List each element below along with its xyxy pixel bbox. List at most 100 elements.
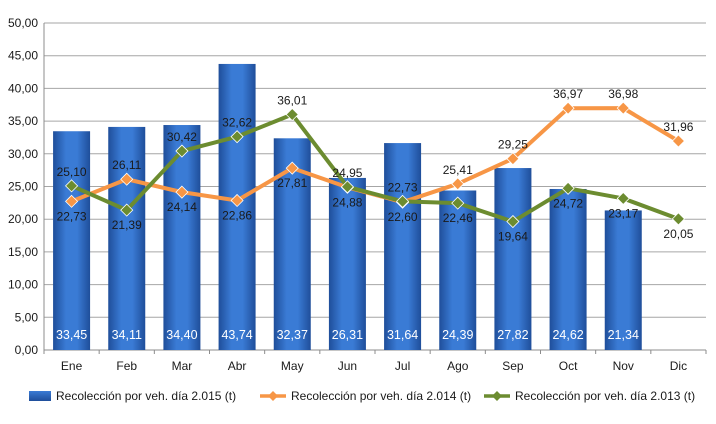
y-tick-label: 35,00 <box>8 114 38 128</box>
bar-value-label: 43,74 <box>221 328 252 342</box>
legend-label: Recolección por veh. día 2.013 (t) <box>515 389 695 403</box>
line-value-label: 27,81 <box>277 176 307 190</box>
axis-layer: 0,00 5,00 10,00 15,00 20,00 25,00 30,00 35,00 40… <box>8 16 707 373</box>
line-value-label: 22,46 <box>443 211 473 225</box>
y-tick-label: 15,00 <box>8 245 38 259</box>
bar <box>604 210 642 350</box>
y-tick-label: 50,00 <box>8 16 38 30</box>
y-tick-label: 20,00 <box>8 212 38 226</box>
legend-marker <box>492 391 502 401</box>
data-point-marker <box>451 196 465 210</box>
line-value-label: 36,01 <box>277 93 307 107</box>
y-tick-label: 10,00 <box>8 278 38 292</box>
x-tick-label: Dic <box>670 359 687 373</box>
bar-value-label: 24,39 <box>442 328 473 342</box>
x-tick-label: Oct <box>559 359 578 373</box>
line-value-label: 22,73 <box>388 180 418 194</box>
bar-value-label: 33,45 <box>56 328 87 342</box>
data-point-marker <box>671 134 685 148</box>
y-tick-label: 30,00 <box>8 147 38 161</box>
data-point-marker <box>120 203 134 217</box>
line-value-label: 22,73 <box>57 209 87 223</box>
bar <box>163 125 201 350</box>
line-value-label: 36,98 <box>608 87 638 101</box>
line-value-label: 30,42 <box>167 130 197 144</box>
bar <box>439 190 477 350</box>
data-point-marker <box>616 101 630 115</box>
legend-item-2: Recolección por veh. día 2.014 (t) <box>260 389 471 403</box>
x-tick-label: Ene <box>61 359 83 373</box>
data-point-marker <box>616 191 630 206</box>
bar-value-label: 34,40 <box>166 328 197 342</box>
series-line-1 <box>69 106 681 205</box>
line-value-label: 31,96 <box>663 120 693 134</box>
line-value-label: 32,62 <box>222 116 252 130</box>
data-point-marker <box>175 185 189 199</box>
x-tick-label: Abr <box>228 359 247 373</box>
line-value-label: 21,39 <box>112 218 142 232</box>
line-value-label: 23,17 <box>608 206 638 220</box>
line-value-label: 24,14 <box>167 200 197 214</box>
bar-value-label: 31,64 <box>387 328 418 342</box>
y-tick-label: 25,00 <box>8 180 38 194</box>
bar-layer <box>53 63 642 351</box>
bar <box>494 168 532 350</box>
x-tick-label: Jun <box>338 359 357 373</box>
series-line-2 <box>69 112 681 224</box>
legend-marker <box>268 391 278 401</box>
data-point-marker <box>340 180 354 194</box>
data-point-marker <box>671 212 685 226</box>
data-point-marker <box>396 194 410 208</box>
line-value-label: 24,88 <box>332 195 362 209</box>
data-point-marker <box>175 144 189 158</box>
bar-value-label: 21,34 <box>608 328 639 342</box>
bar <box>108 126 146 351</box>
legend-label: Recolección por veh. día 2.015 (t) <box>56 389 236 403</box>
y-tick-label: 40,00 <box>8 81 38 95</box>
line-value-label: 19,64 <box>498 230 528 244</box>
line-value-label: 29,25 <box>498 138 528 152</box>
data-point-marker <box>65 179 79 193</box>
x-tick-label: Sep <box>502 359 524 373</box>
series-path <box>69 106 681 205</box>
bar <box>384 143 422 350</box>
label-layer: 33,45 34,11 34,40 43,74 32,37 26,31 31,64 24,39… <box>56 87 694 342</box>
line-value-label: 24,95 <box>332 166 362 180</box>
data-point-marker <box>561 101 575 115</box>
data-point-marker <box>285 107 299 122</box>
line-value-label: 22,60 <box>388 210 418 224</box>
data-point-marker <box>506 214 520 229</box>
data-point-marker <box>285 161 299 175</box>
bar <box>328 177 366 350</box>
x-tick-label: Feb <box>116 359 137 373</box>
y-tick-label: 5,00 <box>15 310 39 324</box>
bar-value-label: 26,31 <box>332 328 363 342</box>
line-value-label: 24,72 <box>553 196 583 210</box>
x-tick-label: Mar <box>172 359 193 373</box>
data-point-marker <box>506 152 520 166</box>
legend-item-1: Recolección por veh. día 2.015 (t) <box>29 389 236 403</box>
data-point-marker <box>451 177 465 191</box>
line-value-label: 25,41 <box>443 163 473 177</box>
legend-swatch <box>29 391 51 401</box>
line-value-label: 20,05 <box>663 227 693 241</box>
bar-value-label: 34,11 <box>112 328 142 342</box>
line-value-label: 22,86 <box>222 208 252 222</box>
bar-value-label: 24,62 <box>552 328 583 342</box>
data-point-marker <box>561 181 575 195</box>
data-point-marker <box>120 172 134 186</box>
line-value-label: 26,11 <box>112 158 141 172</box>
legend-label: Recolección por veh. día 2.014 (t) <box>291 389 471 403</box>
bar-value-label: 32,37 <box>277 328 308 342</box>
series-path <box>69 112 681 224</box>
line-value-label: 36,97 <box>553 87 583 101</box>
bar <box>549 188 587 350</box>
data-point-marker <box>65 194 79 208</box>
legend-item-3: Recolección por veh. día 2.013 (t) <box>484 389 695 403</box>
data-point-marker <box>230 130 244 144</box>
x-tick-label: Nov <box>613 359 634 373</box>
bar-value-label: 27,82 <box>497 328 528 342</box>
data-point-marker <box>230 193 244 208</box>
